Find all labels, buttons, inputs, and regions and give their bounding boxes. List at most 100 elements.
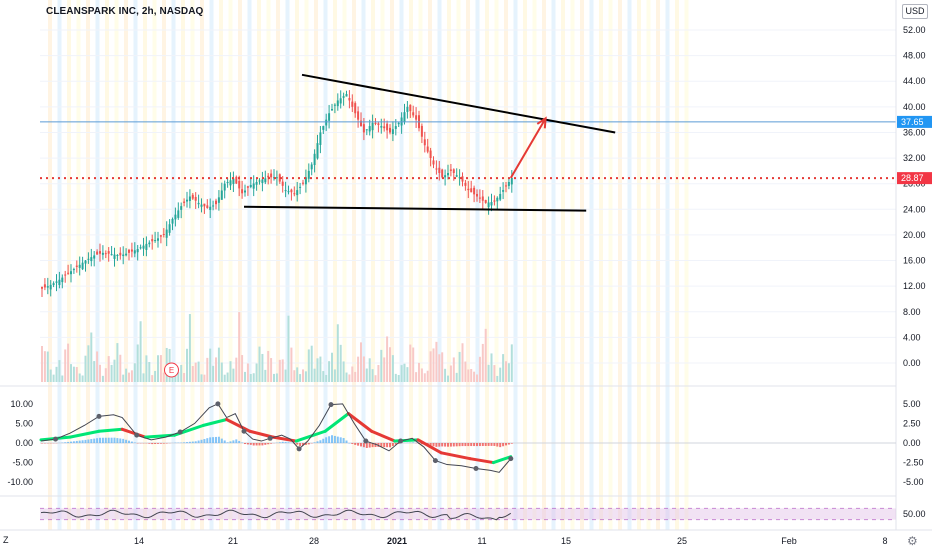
candle-body (46, 286, 49, 288)
price-tag-label: 37.65 (901, 117, 924, 127)
price-tick-label: 44.00 (903, 76, 926, 86)
symbol-title[interactable]: CLEANSPARK INC, 2h, NASDAQ (46, 6, 204, 17)
volume-bar (331, 352, 333, 382)
session-stripe (171, 0, 176, 530)
candle-body (128, 249, 130, 253)
volume-bar (107, 356, 110, 382)
osc-histogram-bar (296, 443, 299, 445)
candle-body (61, 277, 64, 283)
volume-bar (302, 369, 304, 382)
price-tick-label: 52.00 (903, 25, 926, 35)
volume-bar (78, 373, 81, 382)
volume-bar (432, 348, 435, 382)
volume-bar (61, 375, 64, 382)
candle-body (157, 238, 159, 241)
osc-point (177, 429, 183, 435)
session-stripe (200, 0, 204, 530)
session-stripe (684, 0, 689, 530)
volume-bar (241, 355, 244, 382)
candle-body (371, 122, 374, 131)
candle-body (391, 129, 394, 135)
candle-body (67, 272, 70, 274)
candle-body (226, 181, 229, 183)
osc-histogram-bar (99, 437, 101, 443)
osc-histogram-bar (217, 436, 220, 443)
osc-histogram-bar (307, 443, 310, 445)
scale-mode-button[interactable]: Z (3, 535, 9, 545)
volume-bar (232, 368, 235, 382)
volume-bar (386, 336, 389, 382)
osc-point (53, 436, 58, 442)
price-tick-label: 32.00 (903, 153, 926, 163)
candle-body (267, 175, 270, 178)
volume-bar (412, 347, 415, 382)
volume-bar (296, 367, 299, 382)
candle-body (357, 111, 360, 120)
time-axis[interactable]: 14 21 28 2021 11 15 25 Feb 8 (134, 536, 888, 546)
osc-histogram-bar (464, 443, 467, 447)
gear-icon[interactable]: ⚙ (907, 534, 918, 548)
volume-bar (299, 374, 302, 382)
candle-body (490, 202, 493, 206)
candle-body (467, 188, 470, 191)
osc-histogram-bar (84, 439, 87, 443)
volume-bar (307, 349, 310, 382)
session-stripe (447, 0, 451, 530)
session-stripe (627, 0, 632, 530)
candle-body (505, 185, 507, 187)
osc-histogram-bar (206, 438, 209, 443)
volume-bar (316, 358, 319, 382)
price-axis[interactable]: 52.0048.0044.0040.0036.0032.0028.0024.00… (903, 25, 926, 368)
osc-histogram-bar (252, 443, 255, 446)
drawing-annotations[interactable]: E (40, 73, 896, 378)
osc-signal-segment (201, 418, 229, 427)
volume-bar (322, 371, 325, 382)
candle-body (162, 233, 165, 235)
session-stripe (466, 0, 470, 530)
volume-bar (99, 364, 101, 382)
osc-histogram-bar (67, 441, 70, 443)
candle-body (487, 202, 490, 208)
volume-bar (139, 321, 142, 382)
volume-bar (415, 372, 418, 382)
volume-bar (354, 371, 357, 382)
session-stripe (561, 0, 565, 530)
candle-body (81, 262, 84, 270)
osc-histogram-bar (148, 443, 151, 444)
candle-body (93, 255, 96, 259)
candle-body (209, 206, 212, 210)
osc-histogram-bar (70, 441, 72, 443)
volume-bar (444, 368, 447, 382)
candle-body (307, 170, 310, 179)
candle-body (380, 126, 383, 128)
volume-bar (377, 364, 380, 382)
session-stripe (437, 0, 442, 530)
session-stripe (475, 0, 480, 530)
currency-button[interactable]: USD (902, 4, 928, 19)
candle-body (64, 274, 67, 276)
session-stripe (380, 0, 385, 530)
osc-point (473, 465, 479, 471)
osc-histogram-bar (435, 443, 438, 447)
osc-histogram-bar (322, 438, 325, 443)
osc-point (134, 432, 140, 438)
candle-body (148, 242, 151, 245)
session-stripe (219, 0, 223, 530)
candle-body (113, 254, 116, 259)
session-stripe (304, 0, 309, 530)
osc-histogram-bar (455, 443, 458, 447)
osc-histogram-bar (339, 437, 342, 443)
osc-left-tick-label: -10.00 (7, 477, 33, 487)
candle-body (348, 97, 351, 101)
osc-histogram-bar (499, 443, 502, 448)
candle-body (502, 190, 505, 192)
rsi-pane (40, 507, 896, 521)
volume-bar (406, 367, 409, 382)
candle-body (58, 279, 61, 286)
osc-histogram-bar (476, 443, 478, 447)
session-stripe (105, 0, 109, 530)
candle-body (368, 126, 371, 132)
time-tick-label: 21 (228, 536, 238, 546)
volume-bar (104, 368, 107, 382)
